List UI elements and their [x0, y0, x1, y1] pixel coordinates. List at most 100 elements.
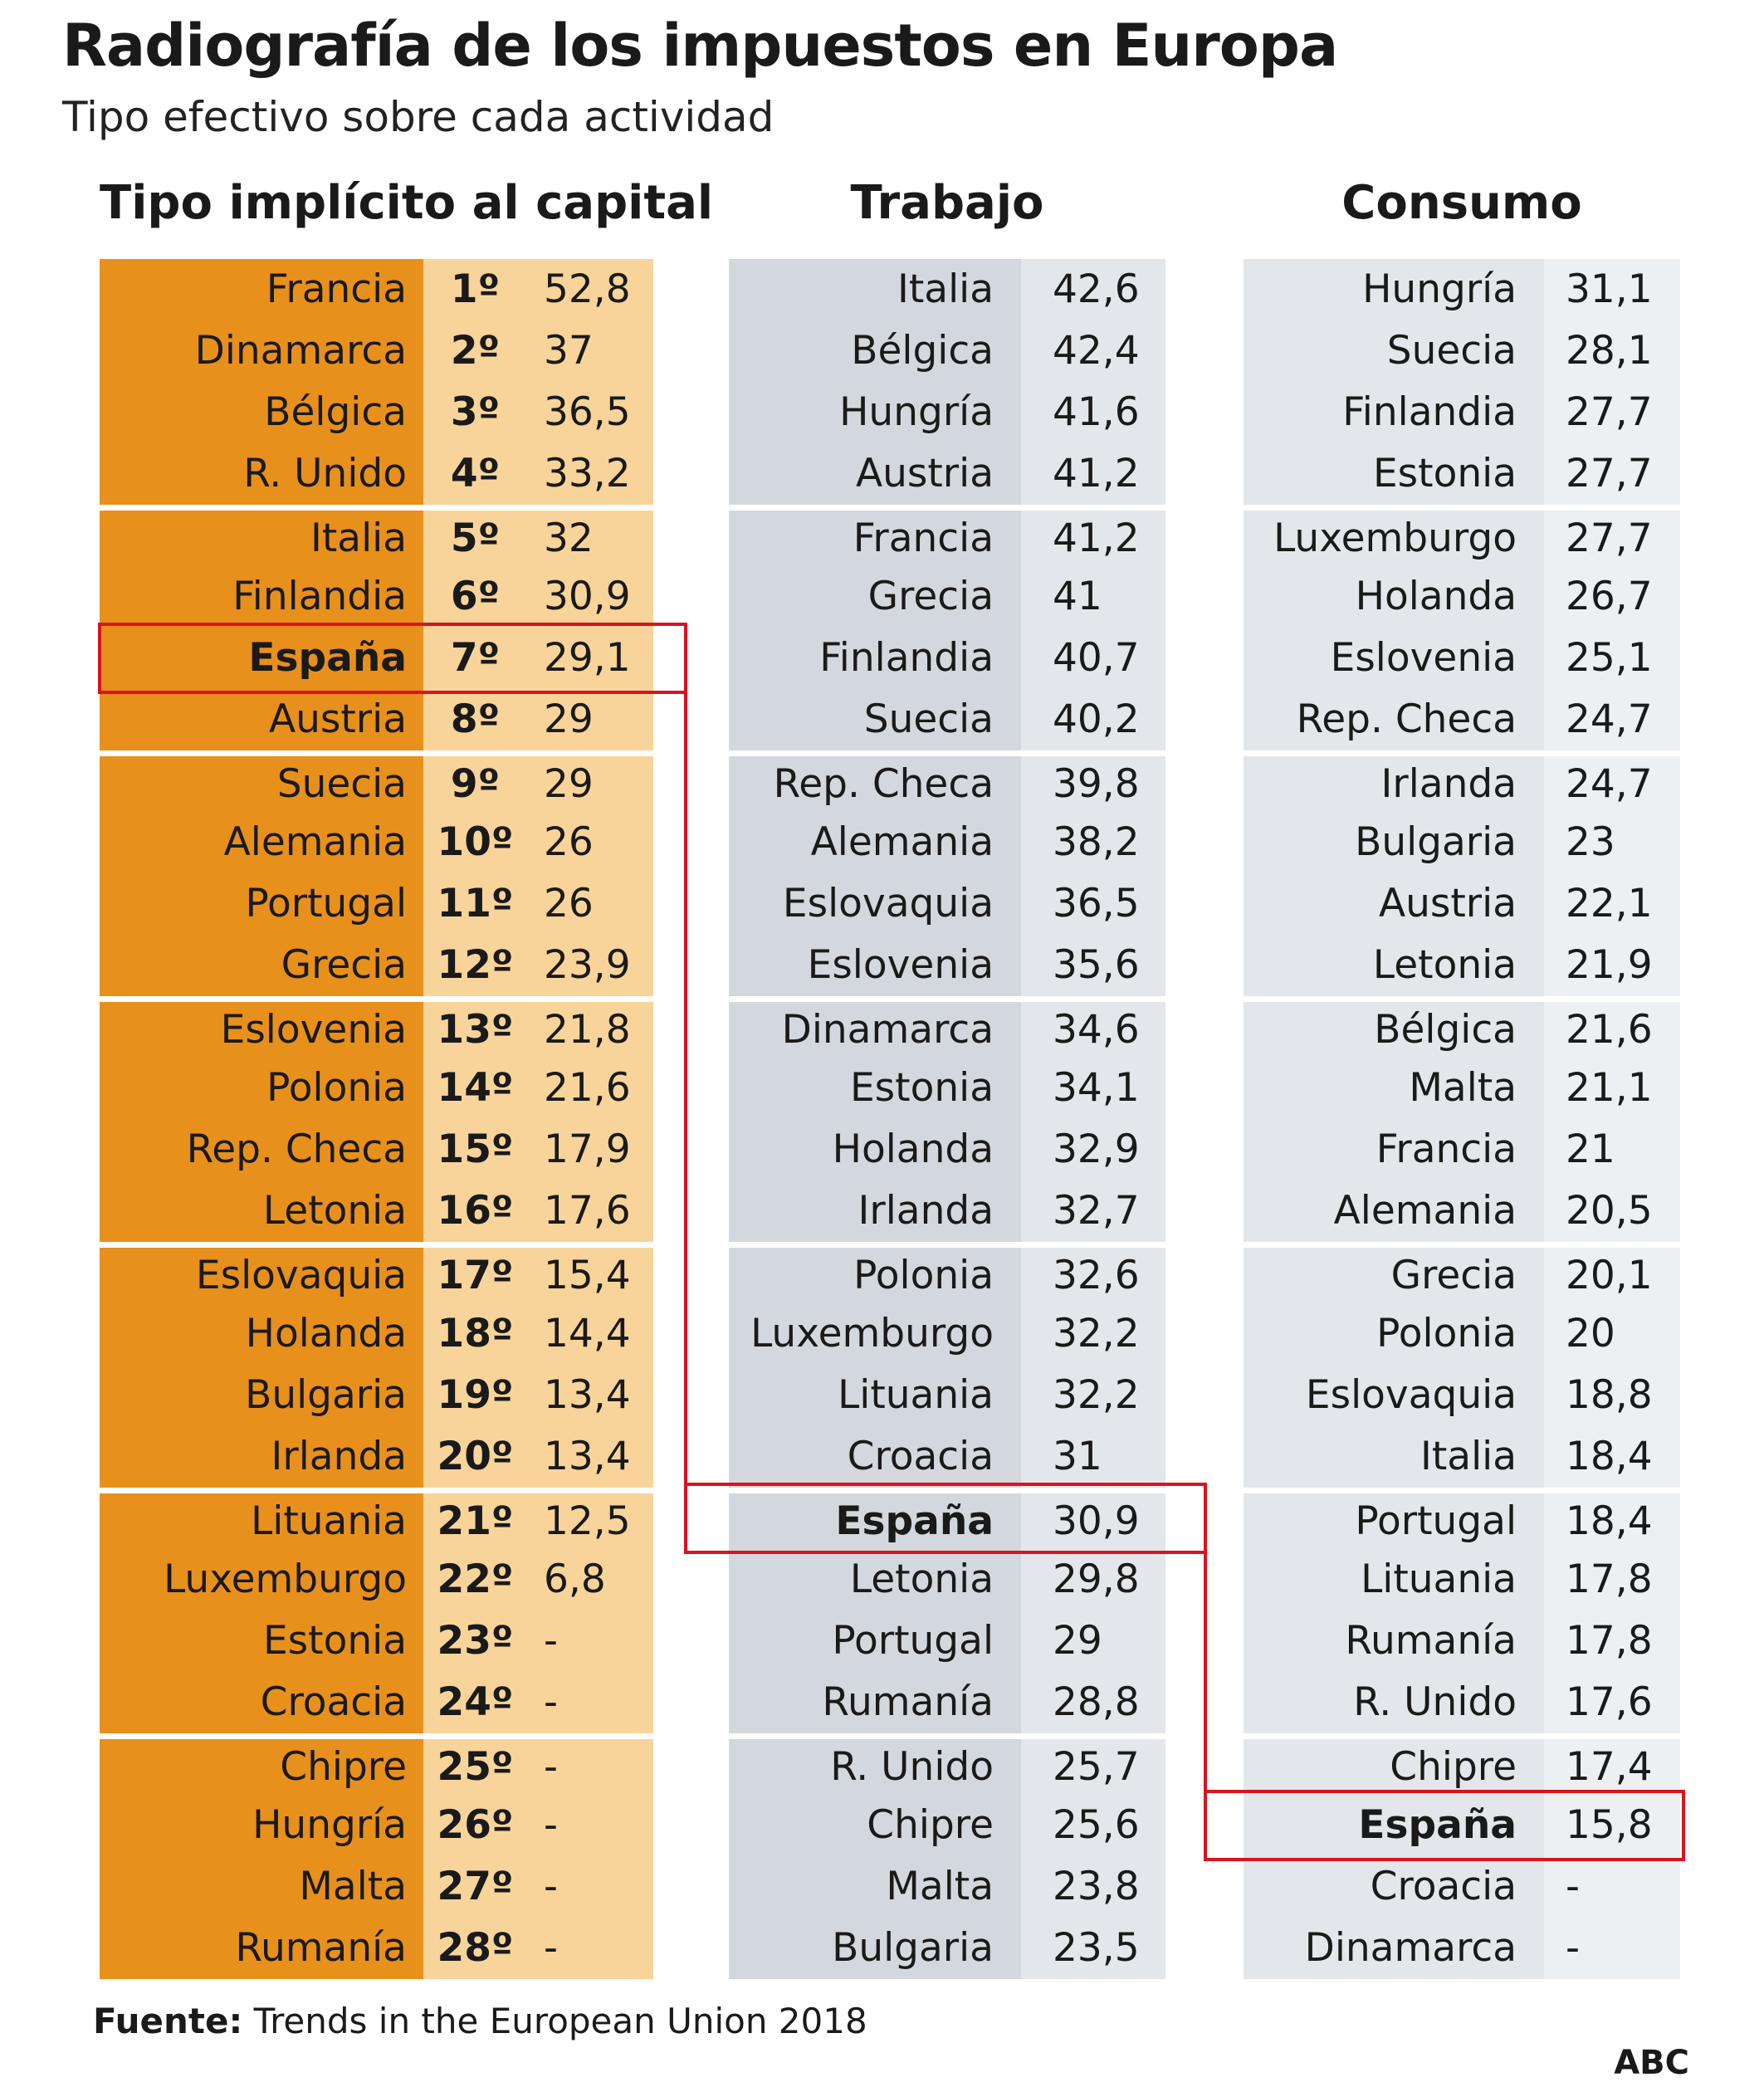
capital-country: Alemania: [223, 819, 407, 865]
capital-value: -: [544, 1618, 558, 1664]
capital-value: 30,9: [544, 574, 631, 619]
trabajo-row: Polonia 32,6: [729, 1242, 1165, 1303]
trabajo-row: Eslovaquia 36,5: [729, 873, 1165, 935]
consumo-row: R. Unido 17,6: [1244, 1672, 1680, 1733]
trabajo-row: Finlandia 40,7: [729, 628, 1165, 689]
trabajo-value: 32,6: [1053, 1253, 1140, 1298]
capital-row: Irlanda 20º 13,4: [100, 1426, 653, 1488]
capital-row: Estonia 23º -: [100, 1610, 653, 1672]
consumo-country: Italia: [1420, 1434, 1517, 1479]
consumo-row: Malta 21,1: [1244, 1058, 1680, 1119]
trabajo-value: 39,8: [1053, 761, 1140, 807]
consumo-row: Grecia 20,1: [1244, 1242, 1680, 1303]
trabajo-row: Portugal 29: [729, 1610, 1165, 1672]
capital-value: 21,6: [544, 1065, 631, 1111]
capital-rank: 12º: [437, 942, 514, 988]
consumo-row: Finlandia 27,7: [1244, 382, 1680, 443]
trabajo-country: Alemania: [810, 819, 994, 865]
trabajo-value: 28,8: [1053, 1679, 1140, 1725]
trabajo-country: Francia: [853, 516, 994, 561]
capital-rank: 24º: [437, 1679, 514, 1725]
consumo-value: -: [1566, 1864, 1580, 1909]
trabajo-country: Lituania: [838, 1372, 994, 1418]
capital-rank: 10º: [437, 819, 514, 865]
capital-row: Chipre 25º -: [100, 1733, 653, 1795]
consumo-value: 18,4: [1566, 1434, 1653, 1479]
capital-value: 32: [544, 516, 594, 561]
trabajo-value: 40,7: [1053, 635, 1140, 681]
capital-rank: 11º: [437, 881, 514, 926]
trabajo-row: Estonia 34,1: [729, 1058, 1165, 1119]
consumo-value: -: [1566, 1925, 1580, 1971]
consumo-row: España 15,8: [1244, 1795, 1680, 1856]
trabajo-country: Hungría: [839, 389, 994, 435]
trabajo-value: 41,2: [1053, 516, 1140, 561]
capital-value: 33,2: [544, 451, 631, 496]
capital-row: Lituania 21º 12,5: [100, 1488, 653, 1549]
trabajo-value: 32,2: [1053, 1372, 1140, 1418]
capital-row: Holanda 18º 14,4: [100, 1303, 653, 1365]
consumo-value: 24,7: [1566, 761, 1653, 807]
capital-value: 21,8: [544, 1007, 631, 1053]
capital-row: Dinamarca 2º 37: [100, 320, 653, 382]
capital-value: 36,5: [544, 389, 631, 435]
trabajo-value: 25,6: [1053, 1802, 1140, 1848]
consumo-row: Croacia -: [1244, 1856, 1680, 1918]
capital-value: 17,9: [544, 1127, 631, 1172]
capital-country: Estonia: [262, 1618, 407, 1664]
consumo-value: 28,1: [1566, 328, 1653, 374]
trabajo-value: 36,5: [1053, 881, 1140, 926]
consumo-column-title: Consumo: [1341, 176, 1582, 230]
consumo-value: 17,8: [1566, 1618, 1653, 1664]
capital-country: Malta: [299, 1864, 407, 1909]
source-label: Fuente:: [93, 2001, 243, 2041]
capital-row: Rumanía 28º -: [100, 1918, 653, 1979]
trabajo-value: 32,2: [1053, 1311, 1140, 1356]
capital-row: España 7º 29,1: [100, 628, 653, 689]
capital-value: 23,9: [544, 942, 631, 988]
capital-country: Lituania: [251, 1498, 407, 1544]
consumo-value: 17,8: [1566, 1557, 1653, 1602]
capital-country: Luxemburgo: [164, 1557, 407, 1602]
consumo-country: Francia: [1376, 1127, 1517, 1172]
capital-row: Italia 5º 32: [100, 505, 653, 566]
consumo-country: España: [1358, 1802, 1517, 1848]
capital-rank: 6º: [450, 574, 501, 619]
trabajo-row: Luxemburgo 32,2: [729, 1303, 1165, 1365]
trabajo-value: 42,6: [1053, 266, 1140, 312]
capital-rank: 25º: [437, 1744, 514, 1790]
capital-row: Eslovaquia 17º 15,4: [100, 1242, 653, 1303]
capital-rank: 17º: [437, 1253, 514, 1298]
capital-rank: 19º: [437, 1372, 514, 1418]
consumo-value: 17,4: [1566, 1744, 1653, 1790]
trabajo-country: Austria: [855, 451, 994, 496]
consumo-row: Eslovaquia 18,8: [1244, 1365, 1680, 1426]
consumo-country: Bélgica: [1374, 1007, 1517, 1053]
capital-country: Polonia: [266, 1065, 407, 1111]
consumo-row: Hungría 31,1: [1244, 259, 1680, 320]
consumo-row: Letonia 21,9: [1244, 935, 1680, 996]
trabajo-country: Portugal: [832, 1618, 994, 1664]
capital-rank: 3º: [450, 389, 501, 435]
trabajo-country: Suecia: [863, 696, 994, 742]
consumo-value: 21,1: [1566, 1065, 1653, 1111]
trabajo-country: España: [835, 1498, 994, 1544]
capital-rank: 9º: [450, 761, 501, 807]
capital-row: Malta 27º -: [100, 1856, 653, 1918]
trabajo-country: Rep. Checa: [773, 761, 994, 807]
capital-value: 12,5: [544, 1498, 631, 1544]
consumo-value: 31,1: [1566, 266, 1653, 312]
consumo-country: Holanda: [1355, 574, 1517, 619]
trabajo-row: Rep. Checa 39,8: [729, 750, 1165, 812]
trabajo-value: 32,7: [1053, 1188, 1140, 1234]
trabajo-value: 29,8: [1053, 1557, 1140, 1602]
trabajo-table: Italia 42,6 Bélgica 42,4 Hungría 41,6 Austria 4…: [729, 259, 1165, 1979]
capital-row: Eslovenia 13º 21,8: [100, 996, 653, 1058]
capital-row: Francia 1º 52,8: [100, 259, 653, 320]
capital-value: 37: [544, 328, 594, 374]
trabajo-row: España 30,9: [729, 1488, 1165, 1549]
trabajo-row: Lituania 32,2: [729, 1365, 1165, 1426]
consumo-row: Irlanda 24,7: [1244, 750, 1680, 812]
consumo-value: 21,6: [1566, 1007, 1653, 1053]
capital-row: Rep. Checa 15º 17,9: [100, 1119, 653, 1180]
